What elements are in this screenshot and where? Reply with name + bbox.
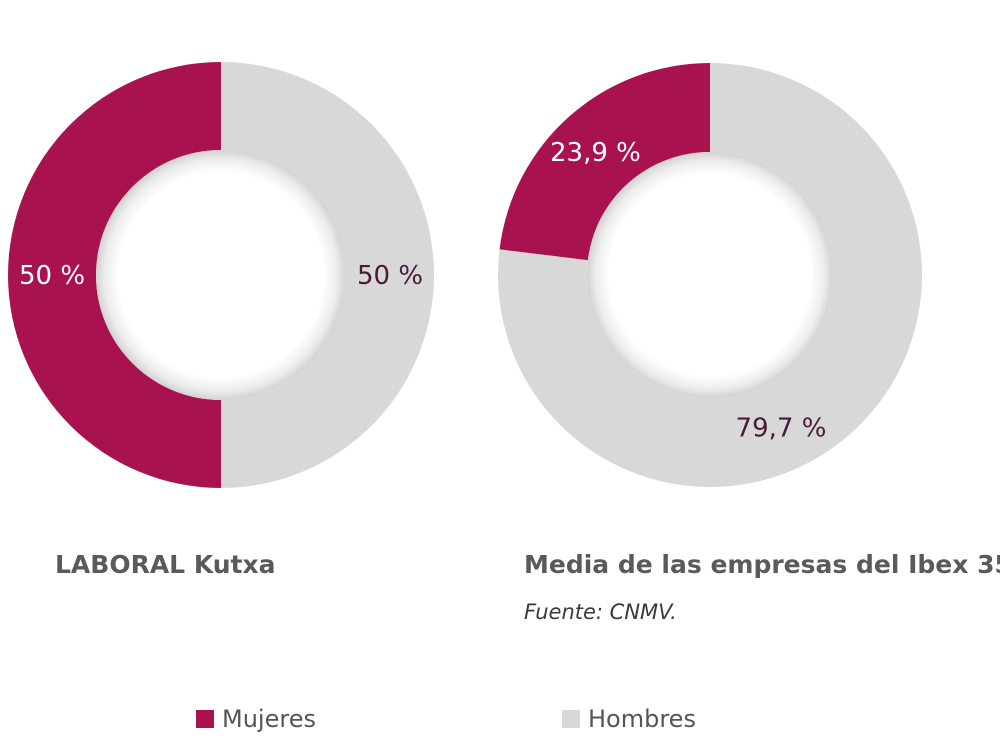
legend-label-hombres: Hombres — [588, 705, 696, 733]
legend-label-mujeres: Mujeres — [222, 705, 316, 733]
slice-hombres-1 — [498, 63, 922, 487]
chart-title-ibex-35: Media de las empresas del Ibex 35. — [524, 550, 1000, 579]
legend-swatch-hombres — [562, 710, 580, 728]
chart-source-note: Fuente: CNMV. — [524, 600, 677, 624]
donut-laboral-kutxa: 50 % 50 % — [8, 62, 434, 488]
slice-mujeres-1 — [499, 63, 710, 261]
chart-title-laboral-kutxa: LABORAL Kutxa — [55, 550, 276, 579]
legend-item-hombres: Hombres — [562, 703, 696, 735]
slice-label-mujeres-0: 50 % — [19, 261, 85, 291]
donut-hole-0 — [96, 150, 346, 400]
donut-hole-1 — [587, 152, 833, 398]
legend-swatch-mujeres — [196, 710, 214, 728]
slice-label-hombres-1: 79,7 % — [736, 413, 827, 443]
slice-label-hombres-0: 50 % — [357, 261, 423, 291]
legend-item-mujeres: Mujeres — [196, 703, 316, 735]
slice-hombres-0 — [221, 62, 434, 488]
slice-label-mujeres-1: 23,9 % — [550, 138, 641, 168]
donut-ibex-35: 79,7 % 23,9 % — [498, 63, 922, 487]
slice-mujeres-0 — [8, 62, 221, 488]
